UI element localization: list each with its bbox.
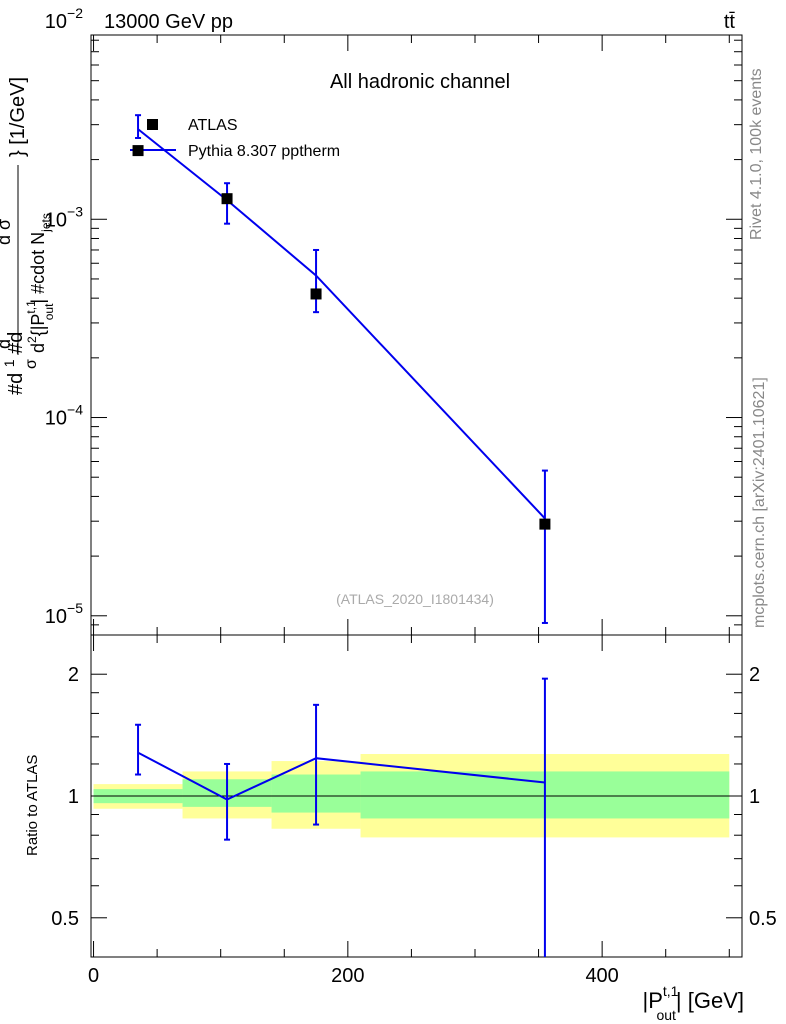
legend-marker-atlas	[147, 119, 158, 130]
legend-label-pythia: Pythia 8.307 pptherm	[188, 143, 340, 160]
x-tick-label: 200	[331, 965, 364, 987]
main-y-tick-label: 10−4	[45, 402, 83, 430]
main-title: All hadronic channel	[330, 71, 510, 93]
ratio-y-tick-label-left: 1	[68, 786, 79, 808]
ratio-y-tick-label-right: 0.5	[749, 908, 777, 930]
svg-text:σ: σ	[23, 359, 40, 369]
main-panel: All hadronic channel (ATLAS_2020_I180143…	[0, 5, 743, 636]
ratio-y-tick-label-right: 2	[749, 664, 760, 686]
ratio-marks	[135, 677, 548, 957]
x-tick-label: 400	[585, 965, 618, 987]
x-tick-label: 0	[88, 965, 99, 987]
mcplots-label: mcplots.cern.ch [arXiv:2401.10621]	[751, 377, 768, 628]
ratio-y-tick-label-right: 1	[749, 786, 760, 808]
rivet-label: Rivet 4.1.0, 100k events	[748, 68, 765, 240]
ratio-axes: 0 200 400 0.5 0.5 1 1 2 2	[51, 635, 777, 987]
x-axis-label: |Pt,1 out| [GeV]	[642, 983, 744, 1023]
ratio-y-tick-label-left: 0.5	[51, 908, 79, 930]
atlas-marker	[310, 288, 322, 300]
atlas-marker	[539, 518, 551, 530]
main-axes: 10−5 10−4 10−3 10−2	[45, 5, 742, 636]
main-marks	[132, 114, 551, 624]
atlas-marker	[132, 145, 144, 157]
atlas-marker	[221, 193, 233, 205]
analysis-tag: (ATLAS_2020_I1801434)	[336, 591, 494, 607]
svg-text:#d 1 #d: #d 1 #d	[0, 332, 27, 395]
main-y-tick-label: 10−2	[45, 5, 83, 33]
svg-text:} [1/GeV]: } [1/GeV]	[7, 77, 29, 157]
main-y-tick-label: 10−5	[45, 600, 83, 628]
svg-text:nd: nd	[0, 204, 3, 217]
process-label: tt̄	[724, 11, 736, 33]
svg-text:d σ: d σ	[0, 219, 14, 245]
energy-label: 13000 GeV pp	[104, 11, 233, 33]
legend-label-atlas: ATLAS	[188, 117, 238, 134]
ratio-line	[137, 751, 546, 801]
pythia-line	[137, 128, 546, 520]
svg-text:d: d	[0, 339, 14, 349]
ratio-y-tick-label-left: 2	[68, 664, 79, 686]
main-y-tick-label: 10−3	[45, 203, 83, 231]
ratio-ylabel: Ratio to ATLAS	[24, 755, 41, 856]
legend: ATLAS Pythia 8.307 pptherm	[130, 117, 340, 160]
ratio-panel: Ratio to ATLAS 0 200 400 0.5 0.5 1 1 2 2 |Pt,1 ou…	[24, 634, 777, 1023]
